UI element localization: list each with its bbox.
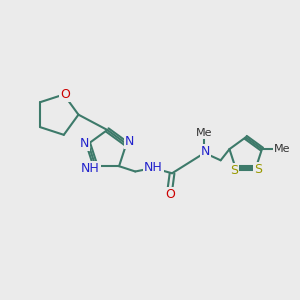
Text: Me: Me [196, 128, 213, 138]
Text: O: O [165, 188, 175, 201]
Text: N: N [201, 145, 210, 158]
Text: NH: NH [81, 162, 100, 175]
Text: N: N [80, 137, 89, 150]
Text: Me: Me [274, 144, 291, 154]
Text: N: N [125, 135, 135, 148]
Text: NH: NH [144, 161, 163, 174]
Text: O: O [60, 88, 70, 101]
Text: S: S [230, 164, 238, 177]
Text: S: S [254, 163, 262, 176]
